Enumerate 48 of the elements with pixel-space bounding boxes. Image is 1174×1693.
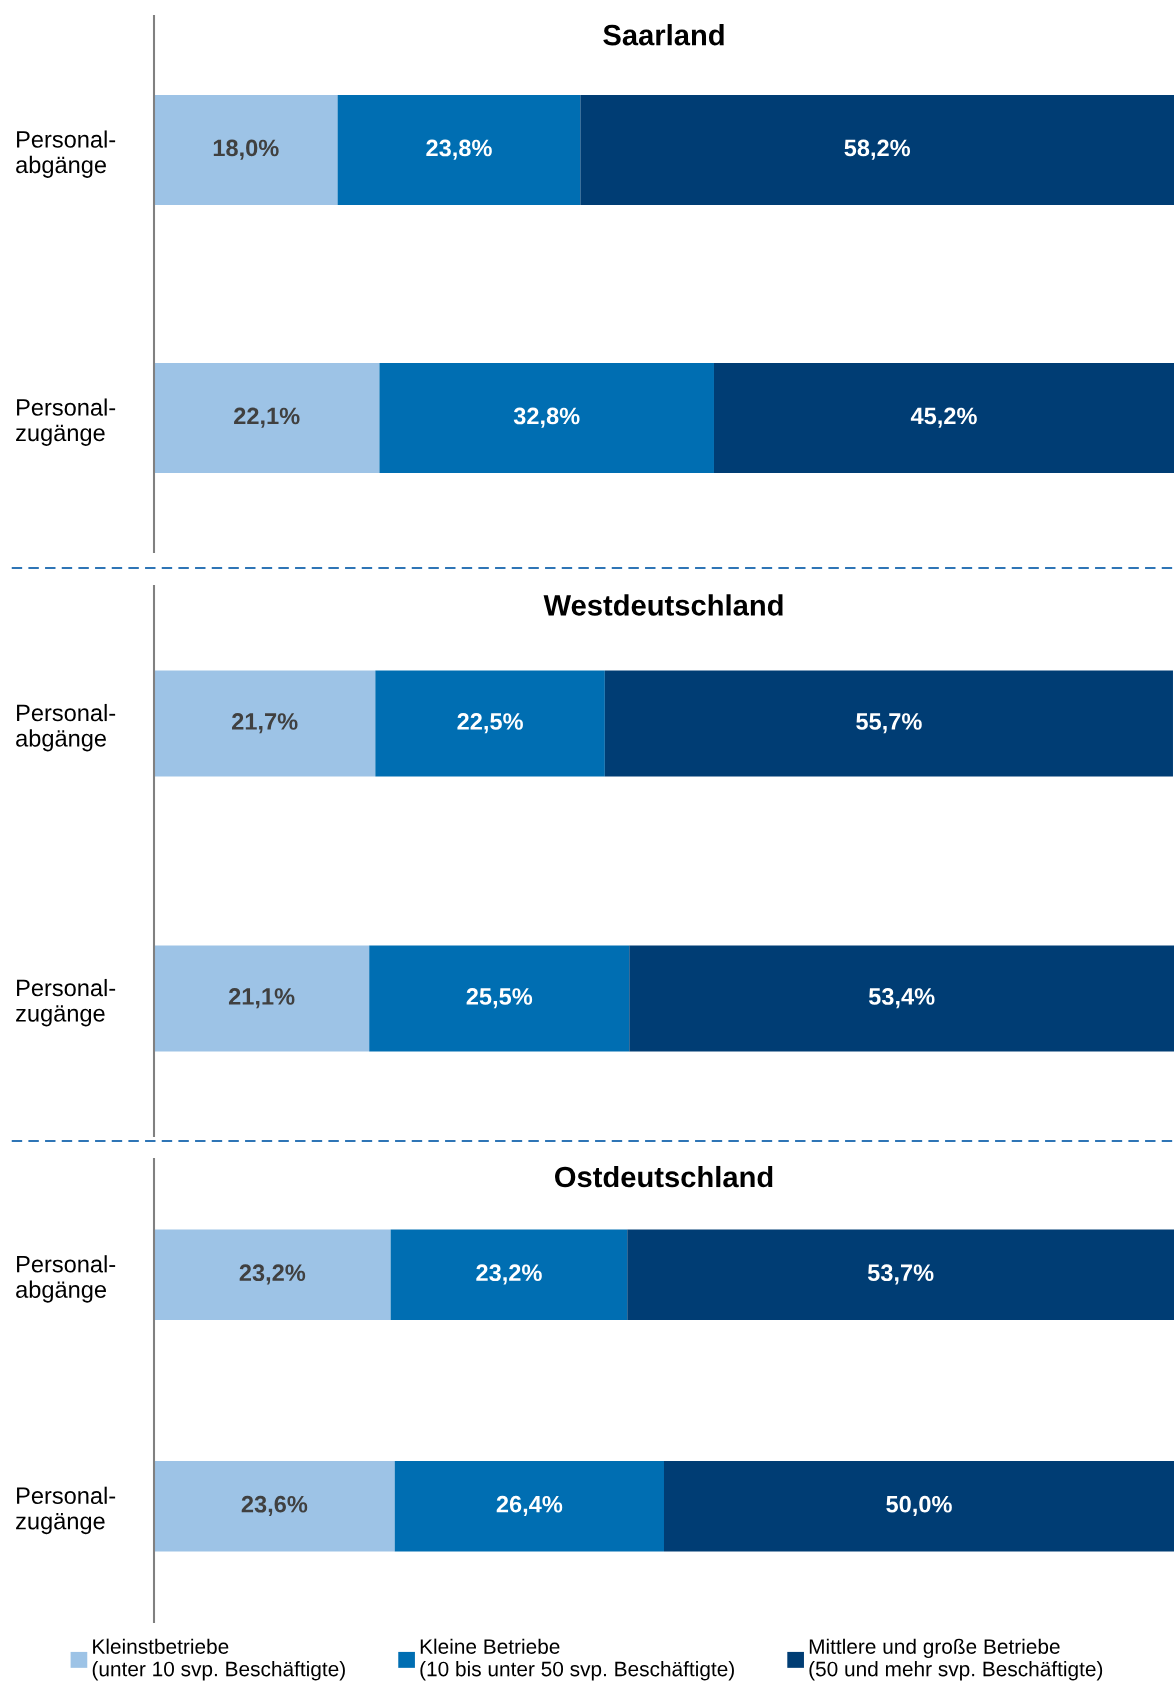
data-label: 22,1% (234, 407, 300, 428)
data-label: 55,7% (856, 713, 922, 734)
legend-label: Mittlere und große Betriebe (50 und mehr svp. Beschäftigte) (809, 1638, 1103, 1681)
data-label: 53,7% (867, 1264, 934, 1285)
data-label: 23,2% (239, 1264, 306, 1285)
data-label: 53,4% (868, 988, 935, 1009)
data-label: 58,2% (844, 139, 911, 160)
legend-label: Kleine Betriebe (10 bis unter 50 svp. Beschäftigte) (420, 1638, 734, 1681)
data-label: 23,8% (426, 139, 492, 160)
chart-title: Westdeutschland (543, 594, 783, 616)
bar (580, 95, 1174, 205)
y-tick-label: Personal- zugänge (16, 978, 116, 1027)
chart-title: Saarland (603, 24, 724, 46)
bar (375, 670, 605, 777)
bar (154, 1229, 391, 1320)
bar (154, 363, 380, 473)
data-label: 21,1% (228, 988, 295, 1009)
y-tick-label: Personal- abgänge (16, 703, 116, 752)
data-label: 23,6% (241, 1495, 308, 1517)
bar (390, 1229, 628, 1320)
y-tick-label: Personal- zugänge (16, 1486, 116, 1535)
y-tick-label: Personal- abgänge (16, 130, 116, 178)
bar (154, 670, 376, 777)
data-label: 23,2% (476, 1264, 542, 1285)
bar (337, 95, 581, 205)
bar (627, 1229, 1174, 1320)
legend-label: Kleinstbetriebe (unter 10 svp. Beschäftigte) (92, 1638, 345, 1681)
bar (154, 1461, 395, 1552)
data-label: 18,0% (213, 139, 279, 160)
data-label: 26,4% (496, 1495, 563, 1517)
data-label: 45,2% (910, 407, 977, 428)
bar (394, 1461, 664, 1552)
bar (154, 95, 338, 205)
bar (379, 363, 714, 473)
data-label: 21,7% (232, 713, 298, 734)
y-tick-label: Personal- abgänge (16, 1255, 116, 1303)
y-tick-label: Personal- zugänge (16, 398, 116, 446)
bar (629, 945, 1174, 1052)
bar (664, 1461, 1174, 1552)
data-label: 22,5% (457, 713, 523, 734)
bar (154, 945, 370, 1052)
bar (713, 363, 1174, 473)
bar (369, 945, 630, 1052)
data-label: 50,0% (886, 1495, 952, 1517)
data-label: 32,8% (513, 407, 580, 428)
data-label: 25,5% (466, 988, 533, 1009)
chart-title: Ostdeutschland (555, 1165, 773, 1188)
bar (604, 670, 1173, 777)
